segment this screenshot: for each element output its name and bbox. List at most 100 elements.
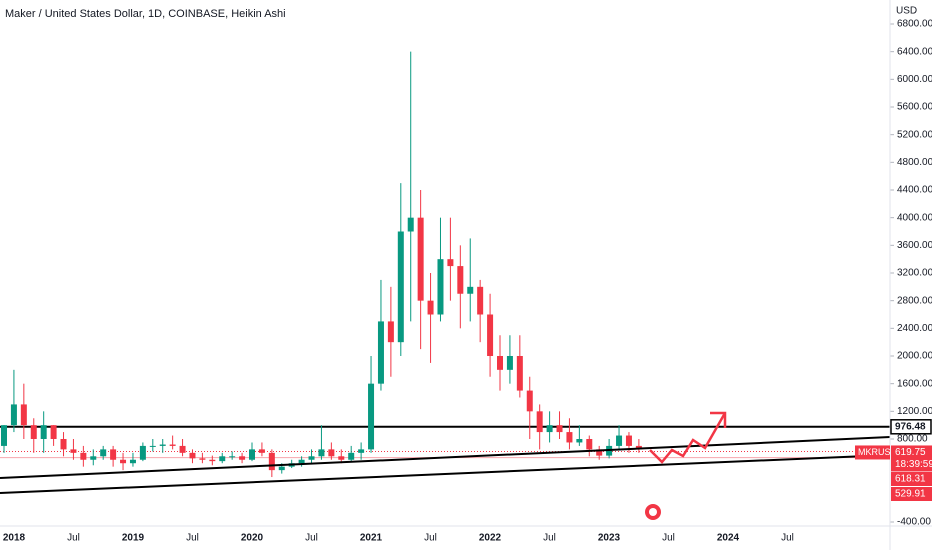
candle-body [318, 449, 325, 457]
candle-body [467, 286, 474, 294]
candle-body [100, 449, 107, 457]
y-tick-label: 2800.00 [897, 295, 932, 306]
y-tick-label: 800.00 [897, 434, 928, 445]
x-tick-label: 2020 [241, 533, 264, 544]
x-tick-label: Jul [662, 533, 675, 544]
candle-body [516, 356, 523, 391]
candle-body [159, 444, 166, 446]
x-tick-label: 2021 [360, 533, 383, 544]
candle-body [219, 456, 226, 462]
y-tick-label: 2000.00 [897, 351, 932, 362]
x-tick-label: 2018 [3, 533, 26, 544]
y-tick-label: 4000.00 [897, 212, 932, 223]
candle-body [60, 439, 67, 450]
candle-body [368, 383, 375, 450]
trend-line [0, 454, 891, 494]
candle-body [278, 466, 285, 471]
candle-body [358, 449, 365, 453]
candle-body [566, 432, 573, 443]
candle-body [616, 435, 623, 446]
candle-body [229, 456, 236, 458]
price-label: 529.91 [895, 489, 926, 500]
candle-body [447, 259, 454, 267]
y-tick-label: 2400.00 [897, 323, 932, 334]
candle-body [328, 449, 335, 457]
y-tick-label: 3600.00 [897, 240, 932, 251]
candle-body [526, 390, 533, 412]
event-icon-inner [649, 508, 657, 516]
y-tick-label: 5200.00 [897, 129, 932, 140]
y-tick-label: 1600.00 [897, 378, 932, 389]
price-label-box [891, 445, 932, 472]
price-label: 619.75 [895, 447, 926, 458]
candle-body [576, 439, 583, 443]
symbol-box [855, 445, 890, 460]
candle-body [239, 456, 246, 460]
candle-body [129, 459, 136, 464]
price-label: 618.31 [895, 474, 926, 485]
candle-body [258, 449, 265, 453]
price-label-box [890, 419, 932, 435]
candle-body [308, 456, 315, 460]
candle-body [199, 458, 206, 460]
y-tick-label: 3200.00 [897, 268, 932, 279]
x-tick-label: 2024 [717, 533, 740, 544]
trend-line [0, 436, 891, 479]
candle-body [596, 449, 603, 456]
candle-body [20, 404, 27, 426]
candle-body [457, 266, 464, 294]
candle-body [556, 425, 563, 433]
projection-arrow [649, 412, 727, 464]
candle-body [546, 425, 553, 433]
arrow-head [710, 411, 727, 428]
candle-body [427, 300, 434, 315]
candle-body [80, 452, 87, 460]
candle-body [397, 231, 404, 343]
candle-body [348, 452, 355, 460]
candle-body [40, 425, 47, 439]
price-label-box [891, 472, 932, 486]
candle-body [387, 321, 394, 343]
candle-body [407, 217, 414, 232]
candle-body [298, 459, 305, 464]
candle-body [120, 459, 127, 464]
candle-body [249, 449, 255, 460]
price-label: 976.48 [895, 421, 926, 432]
y-tick-label: 6800.00 [897, 19, 932, 30]
candle-body [1, 425, 7, 446]
candle-body [189, 452, 196, 459]
candle-body [377, 321, 384, 384]
x-tick-label: 2023 [598, 533, 621, 544]
candle-body [209, 459, 216, 462]
currency-label: USD [896, 6, 917, 17]
countdown-label: 18:39:59 [895, 459, 932, 470]
candle-body [90, 456, 97, 460]
y-tick-label: 6400.00 [897, 46, 932, 57]
candle-body [70, 449, 77, 453]
symbol-label: MKRUSD [858, 447, 898, 457]
candle-body [149, 445, 156, 447]
x-tick-label: Jul [781, 533, 794, 544]
candle-body [625, 435, 632, 446]
y-tick-label: 6000.00 [897, 74, 932, 85]
candle-body [437, 259, 444, 315]
candle-body [506, 356, 513, 370]
candle-body [268, 452, 275, 471]
candle-body [536, 411, 543, 433]
y-tick-label: -400.00 [897, 517, 931, 528]
x-tick-label: Jul [424, 533, 437, 544]
candle-body [179, 445, 186, 453]
candle-body [586, 439, 593, 450]
candle-body [10, 404, 17, 426]
x-tick-label: Jul [186, 533, 199, 544]
y-tick-label: 5600.00 [897, 102, 932, 113]
candle-body [169, 444, 176, 446]
candle-body [417, 217, 424, 301]
candle-body [110, 449, 117, 460]
candle-body [497, 356, 503, 370]
price-label-box [891, 487, 932, 501]
y-tick-label: 4400.00 [897, 185, 932, 196]
x-tick-label: Jul [67, 533, 80, 544]
